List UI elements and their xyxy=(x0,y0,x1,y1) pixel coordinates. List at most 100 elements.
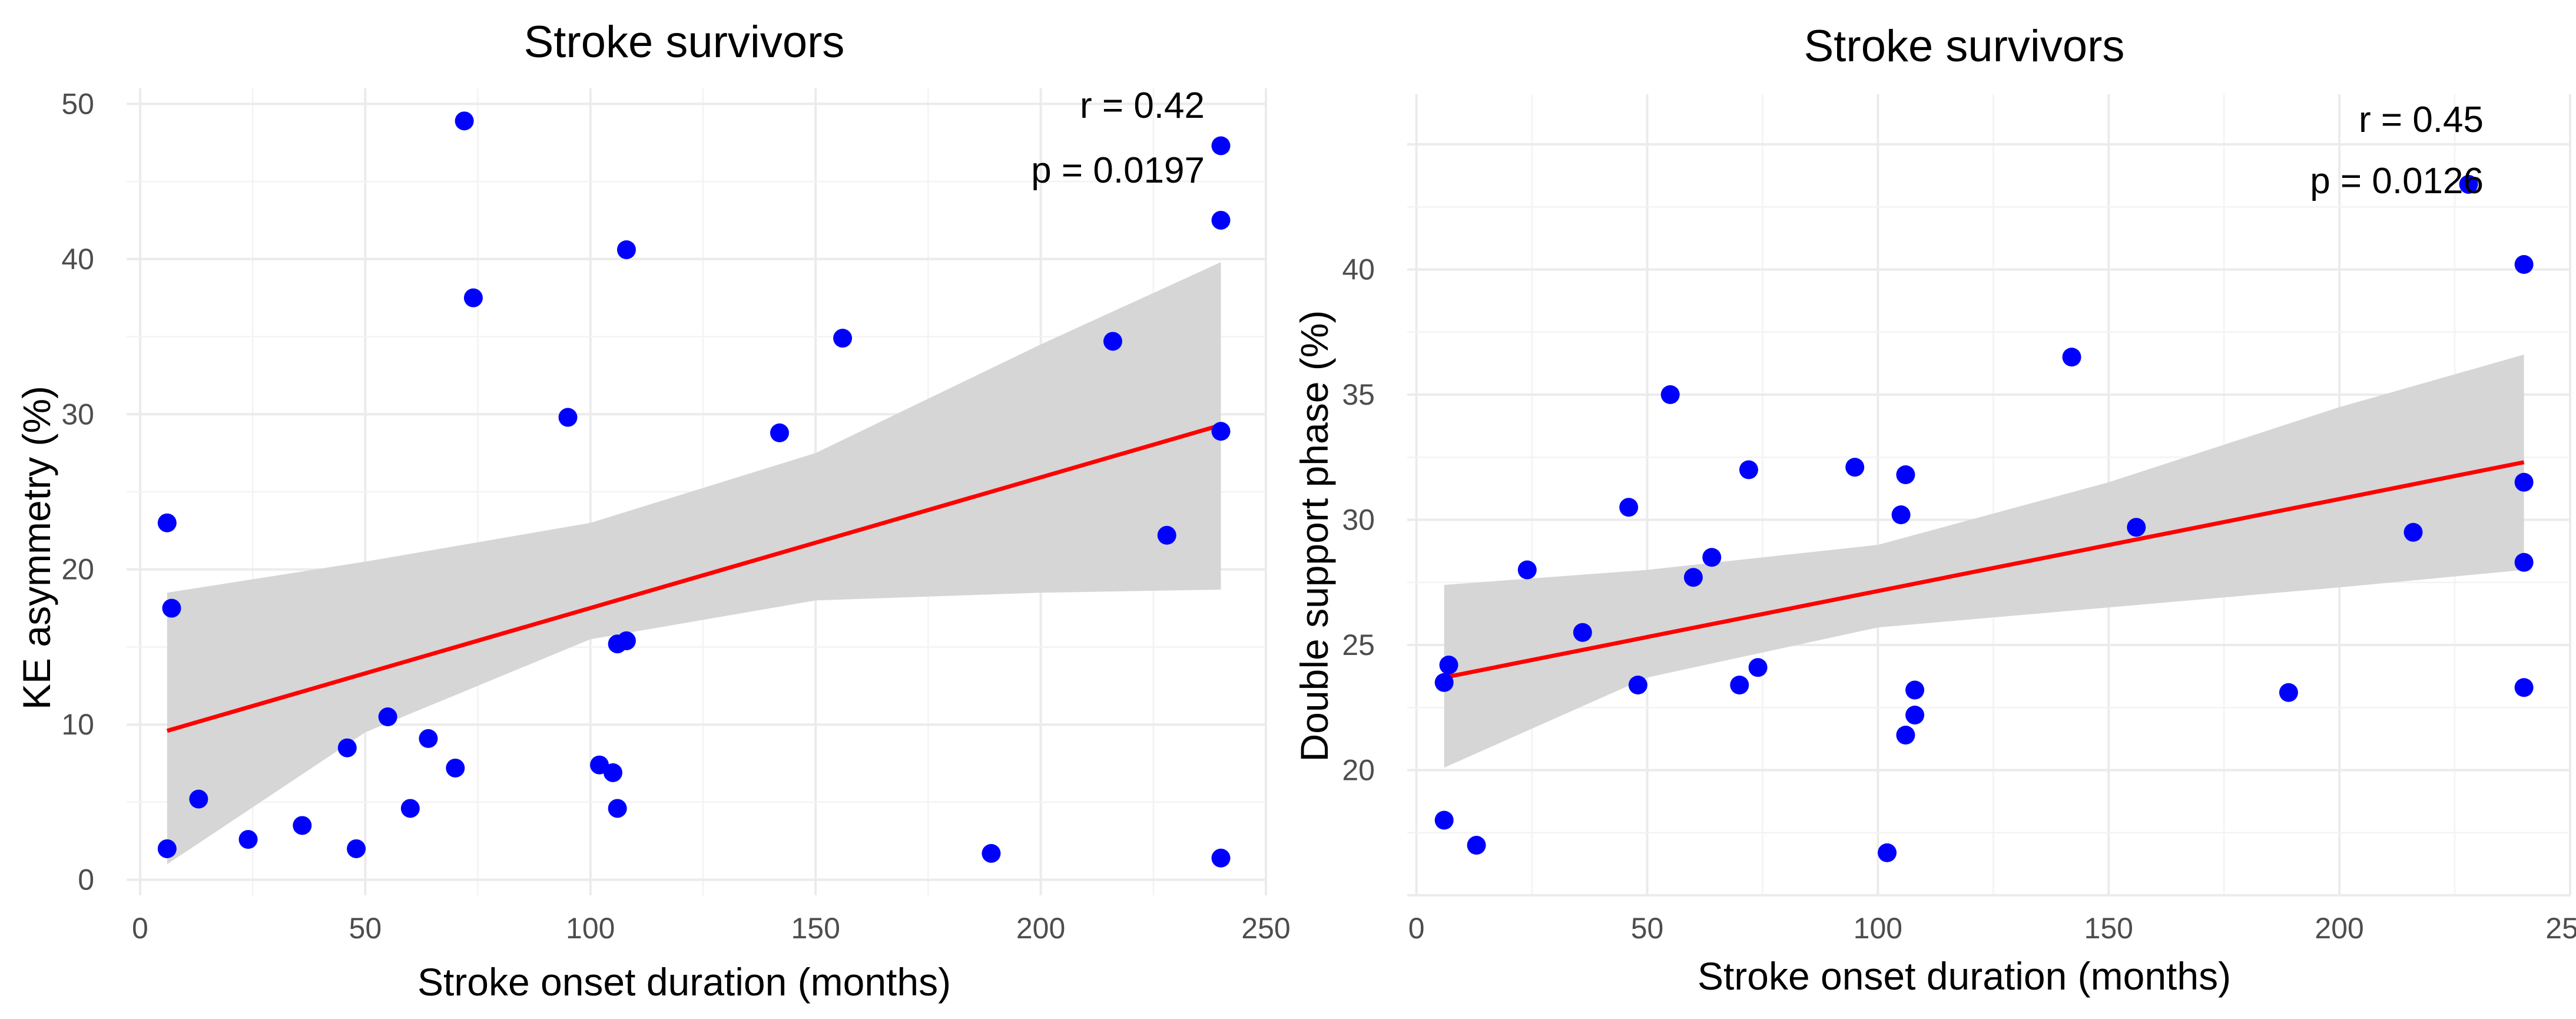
data-point xyxy=(2514,678,2534,697)
left-x-axis-title: Stroke onset duration (months) xyxy=(417,960,951,1004)
data-point xyxy=(1683,568,1703,587)
data-point xyxy=(1660,385,1680,404)
data-point xyxy=(1434,673,1454,692)
data-point xyxy=(1905,680,1925,700)
x-tick-label: 200 xyxy=(2315,912,2363,945)
data-point xyxy=(1211,210,1231,230)
x-tick-label: 50 xyxy=(349,912,382,945)
x-tick-label: 0 xyxy=(132,912,148,945)
data-point xyxy=(189,789,208,809)
data-point xyxy=(616,631,636,650)
data-point xyxy=(463,288,483,307)
data-point xyxy=(1211,136,1231,156)
x-tick-label: 100 xyxy=(1854,912,1902,945)
y-tick-label: 40 xyxy=(61,243,94,276)
data-point xyxy=(1730,676,1749,694)
data-point xyxy=(293,816,312,835)
left-chart-title: Stroke survivors xyxy=(524,17,845,67)
data-point xyxy=(455,111,474,131)
data-point xyxy=(1748,658,1768,677)
data-point xyxy=(1103,332,1122,351)
left-y-tick-labels: 0 10 20 30 40 50 xyxy=(61,87,94,896)
left-y-axis-title: KE asymmetry (%) xyxy=(15,386,58,710)
left-p-annotation: p = 0.0197 xyxy=(1031,150,1205,191)
data-point xyxy=(558,408,578,427)
right-r-annotation: r = 0.45 xyxy=(2359,100,2484,140)
y-tick-label: 10 xyxy=(61,708,94,741)
data-point xyxy=(608,799,627,818)
y-tick-label: 0 xyxy=(78,863,94,896)
data-point xyxy=(1573,623,1592,642)
data-point xyxy=(162,598,181,618)
left-confidence-band xyxy=(167,262,1221,865)
x-tick-label: 100 xyxy=(566,912,615,945)
data-point xyxy=(400,799,420,818)
data-point xyxy=(1439,656,1458,674)
data-point xyxy=(616,240,636,259)
data-point xyxy=(1467,836,1486,855)
y-tick-label: 25 xyxy=(1342,628,1375,661)
data-point xyxy=(1896,465,1915,484)
data-point xyxy=(419,729,438,748)
right-chart-title: Stroke survivors xyxy=(1804,21,2125,71)
y-tick-label: 30 xyxy=(1342,504,1375,537)
right-p-annotation: p = 0.0126 xyxy=(2310,161,2484,201)
right-y-tick-labels: 20 25 30 35 40 xyxy=(1342,253,1375,787)
data-point xyxy=(2279,683,2298,702)
data-point xyxy=(1434,810,1454,830)
data-point xyxy=(833,329,853,348)
x-tick-label: 50 xyxy=(1631,912,1664,945)
right-confidence-band xyxy=(1444,355,2524,768)
data-point xyxy=(1211,422,1231,441)
data-point xyxy=(2514,552,2534,572)
data-point xyxy=(982,843,1001,863)
y-tick-label: 20 xyxy=(1342,754,1375,787)
x-tick-label: 0 xyxy=(1408,912,1425,945)
data-point xyxy=(347,839,366,858)
left-chart-panel: 0 50 100 150 200 250 0 10 20 30 40 50 Stroke survi… xyxy=(15,17,1291,1004)
right-chart-panel: 0 50 100 150 200 250 20 25 30 35 40 Stroke surviv… xyxy=(1292,21,2576,998)
x-tick-label: 150 xyxy=(2084,912,2133,945)
data-point xyxy=(2514,255,2534,274)
y-tick-label: 40 xyxy=(1342,253,1375,286)
x-tick-label: 150 xyxy=(791,912,840,945)
y-tick-label: 20 xyxy=(61,553,94,586)
data-point xyxy=(770,423,789,442)
data-point xyxy=(1211,848,1231,868)
data-point xyxy=(1157,525,1176,545)
data-point xyxy=(157,513,177,532)
right-y-axis-title: Double support phase (%) xyxy=(1292,310,1336,762)
data-point xyxy=(604,763,623,782)
data-point xyxy=(2127,518,2146,537)
right-data-points xyxy=(1434,175,2534,862)
data-point xyxy=(1702,548,1722,567)
data-point xyxy=(2062,348,2081,367)
x-tick-label: 200 xyxy=(1016,912,1065,945)
left-x-tick-labels: 0 50 100 150 200 250 xyxy=(132,912,1291,945)
right-regression-line xyxy=(1444,460,2525,680)
data-point xyxy=(2459,175,2478,194)
y-tick-label: 35 xyxy=(1342,378,1375,411)
data-point xyxy=(1739,460,1758,479)
right-gridlines xyxy=(1407,94,2571,896)
data-point xyxy=(1878,843,1897,862)
y-tick-label: 30 xyxy=(61,398,94,431)
data-point xyxy=(2514,472,2534,492)
data-point xyxy=(1845,458,1865,477)
left-r-annotation: r = 0.42 xyxy=(1080,85,1205,126)
x-tick-label: 250 xyxy=(1241,912,1290,945)
x-tick-label: 250 xyxy=(2545,912,2576,945)
data-point xyxy=(378,707,397,727)
data-point xyxy=(337,738,357,757)
left-regression-line xyxy=(166,423,1222,733)
y-tick-label: 50 xyxy=(61,87,94,120)
right-x-tick-labels: 0 50 100 150 200 250 xyxy=(1408,912,2576,945)
data-point xyxy=(1628,676,1647,694)
data-point xyxy=(238,830,258,849)
data-point xyxy=(1517,560,1537,580)
data-point xyxy=(446,758,465,778)
data-point xyxy=(1619,498,1639,517)
left-data-points xyxy=(157,111,1231,868)
data-point xyxy=(1905,706,1925,724)
